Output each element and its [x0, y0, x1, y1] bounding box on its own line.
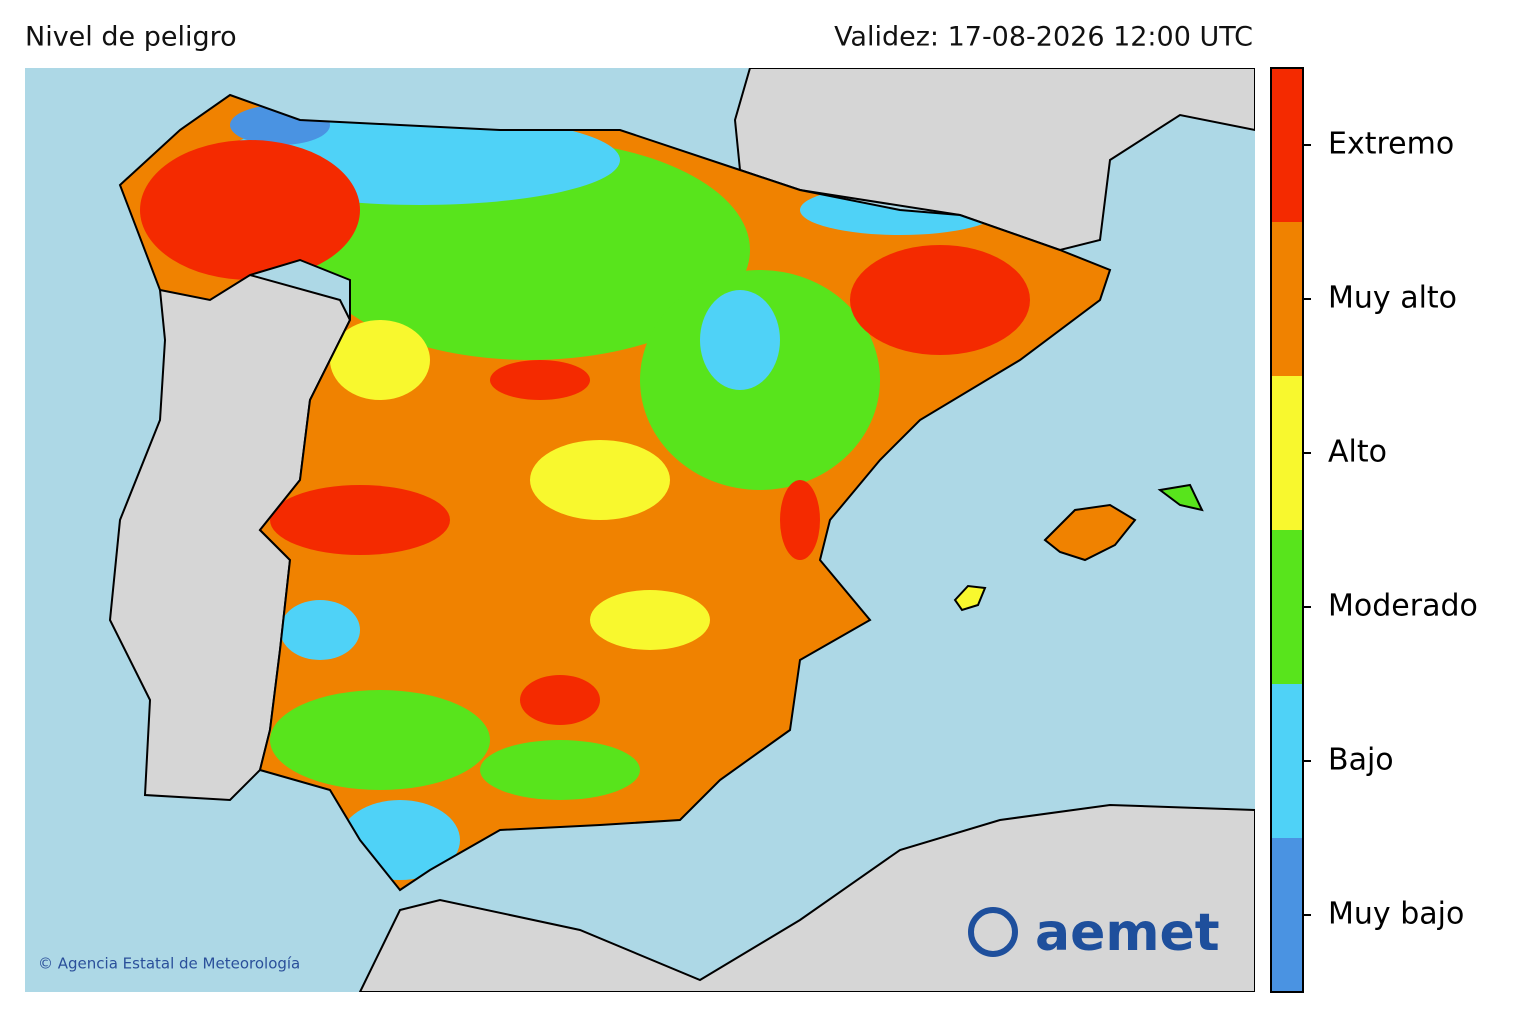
legend-label: Muy bajo — [1328, 897, 1464, 932]
colorbar-frame — [1270, 67, 1304, 993]
legend-label: Extremo — [1328, 127, 1454, 162]
mallorca — [1043, 503, 1137, 562]
legend-label: Muy alto — [1328, 281, 1457, 316]
credit: © Agencia Estatal de Meteorología — [38, 955, 300, 973]
legend-swatch — [1271, 684, 1303, 838]
ibiza — [953, 584, 987, 612]
legend-swatch — [1271, 376, 1303, 530]
africa — [358, 803, 1255, 992]
logo: aemet — [968, 903, 1220, 963]
legend-label: Moderado — [1328, 589, 1478, 624]
legend-swatch — [1271, 838, 1303, 992]
legend-label: Alto — [1328, 435, 1387, 470]
france — [733, 68, 1255, 252]
map-area: © Agencia Estatal de Meteorología aemet — [25, 68, 1255, 992]
legend-swatch — [1271, 530, 1303, 684]
legend-label: Bajo — [1328, 743, 1394, 778]
map-title: Nivel de peligro — [25, 22, 237, 53]
menorca — [1157, 483, 1204, 512]
logo-text: aemet — [1035, 903, 1220, 963]
colorbar: Extremo Muy alto Alto Moderado Bajo Muy bajo — [1271, 68, 1478, 992]
legend-swatch — [1271, 68, 1303, 222]
legend-swatch — [1271, 222, 1303, 376]
validity-text: Validez: 17-08-2026 12:00 UTC — [834, 22, 1253, 53]
